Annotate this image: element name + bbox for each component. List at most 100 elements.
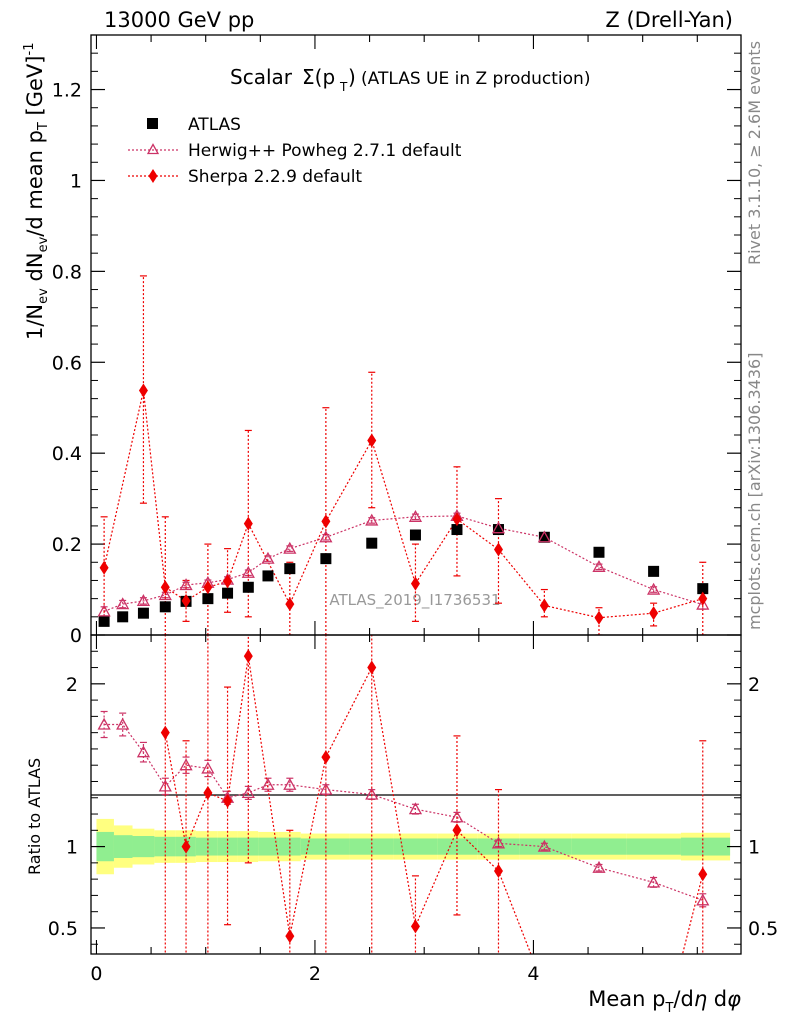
ratio-herwig-point — [592, 860, 606, 873]
ratio-y-axis-title: Ratio to ATLAS — [25, 758, 44, 875]
sherpa-point — [181, 593, 191, 608]
ratio-frame — [90, 634, 742, 955]
inner-band-bin — [680, 837, 731, 856]
main-panel: 0 0.2 0.4 0.6 0.8 1 1.2 Scalar Σ(p T ) (ATLAS … — [22, 34, 742, 647]
header-right: Z (Drell-Yan) — [605, 8, 733, 32]
main-series — [97, 275, 710, 635]
sherpa-point — [594, 610, 604, 625]
sherpa-point — [223, 574, 233, 589]
ratio-herwig-point — [116, 717, 130, 730]
sherpa-line — [103, 390, 703, 619]
legend-sherpa-marker — [148, 169, 158, 183]
atlas-point — [137, 607, 149, 619]
atlas-point — [242, 581, 254, 593]
ratio-panel: 0.5 0.5 1 1 2 2 0 2 4 Ratio to ATLAS Mean pT/dη… — [25, 634, 778, 1016]
atlas-point — [159, 601, 171, 613]
atlas-point — [284, 563, 296, 575]
ratio-herwig-point — [408, 802, 423, 815]
ratio-x-tick-label: 0 — [90, 963, 102, 985]
herwig-point — [261, 551, 275, 564]
svg-text:1/Nev dNev/d mean pT [GeV]-1: 1/Nev dNev/d mean pT [GeV]-1 — [22, 43, 51, 340]
uncertainty-bands — [96, 818, 731, 875]
sherpa-point — [243, 516, 253, 531]
ratio-series — [97, 635, 710, 954]
ratio-herwig-point — [201, 761, 215, 774]
ratio-herwig-point — [647, 875, 661, 888]
herwig-point — [319, 530, 333, 543]
ratio-herwig-point — [158, 779, 172, 792]
ratio-herwig-point — [696, 893, 710, 906]
atlas-point — [409, 529, 421, 541]
inner-band-bin — [132, 836, 155, 858]
ratio-y-tick-label-right: 0.5 — [748, 918, 778, 940]
atlas-point — [648, 565, 660, 577]
main-y-tick-label: 0 — [70, 625, 82, 647]
ratio-herwig-point — [537, 839, 551, 852]
ratio-sherpa-point — [367, 660, 377, 675]
legend-atlas-label: ATLAS — [188, 115, 241, 135]
herwig-point — [696, 597, 710, 610]
legend-atlas-marker — [147, 118, 158, 129]
atlas-point — [222, 587, 234, 599]
ratio-herwig-point — [491, 836, 506, 849]
ratio-sherpa-point — [285, 929, 295, 944]
main-y-tick-label: 0.6 — [52, 352, 82, 374]
ratio-y-tick-label-right: 1 — [748, 837, 760, 859]
inner-band-bin — [96, 831, 114, 862]
main-y-tick-label: 0.4 — [52, 443, 82, 465]
ratio-y-tick-label: 0.5 — [48, 918, 78, 940]
ratio-sherpa-point — [493, 863, 503, 878]
sherpa-point — [649, 606, 659, 621]
ratio-y-tick-label: 1 — [66, 837, 78, 859]
sherpa-point — [203, 580, 213, 595]
herwig-point — [241, 565, 255, 578]
main-y-axis-title: 1/Nev dNev/d mean pT [GeV]-1 — [22, 43, 51, 340]
inner-band-bin — [217, 837, 238, 856]
ratio-sherpa-point — [203, 785, 213, 800]
plot-title: Scalar Σ(p T ) (ATLAS UE in Z production… — [230, 65, 590, 94]
main-y-tick-label: 1.2 — [52, 80, 82, 102]
sherpa-point — [285, 597, 295, 612]
main-y-tick-label: 0.8 — [52, 261, 82, 283]
herwig-point — [647, 582, 661, 595]
ratio-herwig-point — [283, 777, 297, 790]
atlas-point — [697, 583, 709, 595]
inner-band-bin — [113, 835, 133, 858]
herwig-point — [537, 530, 551, 543]
ratio-sherpa-point — [321, 750, 331, 765]
sherpa-point — [452, 512, 462, 527]
ratio-y-tick-label-right: 2 — [748, 674, 760, 696]
ratio-sherpa-point — [410, 919, 420, 934]
title-scalar: Scalar — [230, 65, 293, 89]
title-sub-t: T — [339, 80, 348, 94]
ratio-herwig-point — [136, 745, 151, 758]
ratio-sherpa-point — [223, 794, 233, 809]
atlas-point — [262, 570, 274, 582]
atlas-point — [366, 537, 378, 549]
atlas-point — [593, 546, 605, 558]
atlas-point — [451, 524, 463, 536]
ratio-sherpa-line — [164, 656, 704, 954]
ratio-herwig-point — [241, 786, 255, 799]
ratio-herwig-point — [365, 787, 379, 800]
atlas-point — [492, 524, 504, 536]
ratio-sherpa-point — [452, 823, 462, 838]
herwig-point — [408, 509, 423, 522]
atlas-point — [538, 531, 550, 543]
legend-entry-sherpa: Sherpa 2.2.9 default — [128, 167, 362, 187]
ratio-herwig-point — [319, 782, 333, 795]
ratio-sherpa-point — [243, 649, 253, 664]
legend-herwig-marker — [146, 143, 160, 155]
herwig-point — [365, 513, 379, 526]
main-y-tick-label: 1 — [70, 170, 82, 192]
ratio-herwig-point — [97, 717, 111, 730]
herwig-point — [491, 521, 506, 534]
ratio-x-tick-label: 4 — [527, 963, 539, 985]
mcplots-label: mcplots.cern.ch [arXiv:1306.3436] — [745, 353, 764, 630]
legend-entry-herwig: Herwig++ Powheg 2.7.1 default — [128, 141, 462, 161]
ratio-y-tick-label: 2 — [66, 674, 78, 696]
legend: ATLAS Herwig++ Powheg 2.7.1 default Sher… — [128, 115, 462, 187]
ratio-herwig-point — [450, 810, 464, 823]
sherpa-point — [99, 560, 109, 575]
